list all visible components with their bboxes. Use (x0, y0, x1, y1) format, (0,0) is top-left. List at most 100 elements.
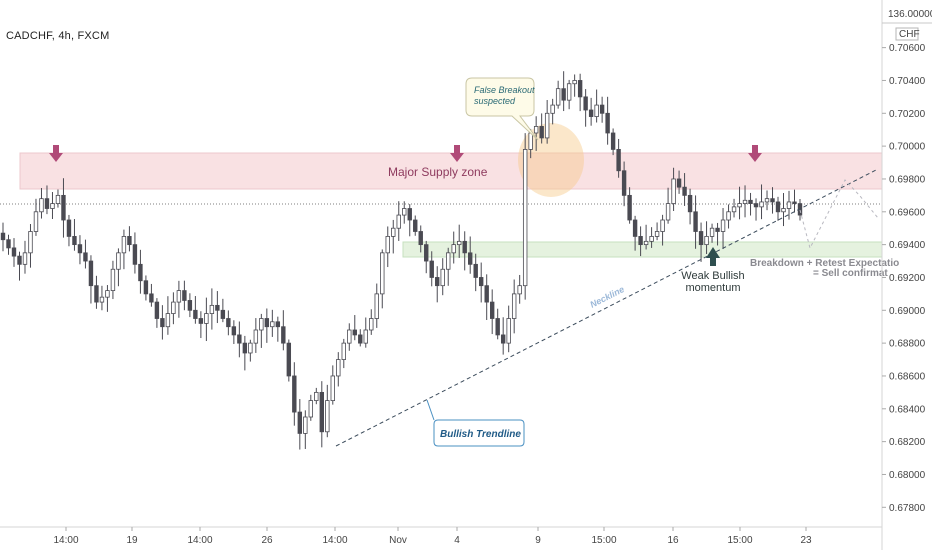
candle-bearish (132, 244, 138, 265)
candle-bullish (55, 194, 61, 204)
down-arrow-2 (450, 145, 464, 162)
candle-bearish (605, 112, 610, 134)
candle-bearish (17, 255, 22, 265)
candle-bearish (424, 244, 429, 262)
candle-bearish (6, 239, 11, 249)
candle-bearish (621, 170, 627, 196)
candle-bullish (347, 329, 352, 344)
candle-bullish (720, 219, 726, 232)
candle-bearish (687, 194, 693, 213)
candle-bullish (649, 236, 654, 242)
candle-bullish (303, 416, 308, 434)
candle-bearish (462, 240, 467, 254)
candle-bearish (753, 203, 759, 208)
candle-bullish (336, 359, 341, 377)
price-tick-label: 0.70200 (889, 109, 926, 120)
candle-bearish (297, 411, 303, 434)
candle-bullish (566, 83, 572, 101)
candle-bearish (539, 126, 544, 139)
candle-bearish (693, 211, 698, 232)
candle-bearish (473, 263, 478, 278)
candle-bullish (248, 342, 253, 354)
candle-bullish (165, 313, 171, 328)
candle-bearish (698, 231, 704, 246)
price-tick-label: 0.67800 (889, 503, 926, 514)
time-tick-label: 26 (261, 535, 273, 546)
candle-bearish (770, 198, 775, 203)
candle-bullish (764, 198, 770, 203)
price-tick-label: 0.68000 (889, 470, 926, 481)
candle-bullish (742, 199, 748, 204)
candle-bullish (363, 329, 368, 344)
candle-bullish (22, 252, 28, 265)
candle-bearish (154, 301, 160, 319)
weak-bullish-line1: Weak Bullish (681, 270, 744, 282)
candle-bearish (638, 236, 643, 246)
candle-bearish (231, 326, 237, 336)
candle-bearish (83, 252, 88, 262)
candle-bullish (39, 198, 44, 213)
candle-bullish (369, 318, 374, 331)
candle-bearish (198, 318, 204, 324)
candle-bearish (143, 280, 149, 295)
candle-bearish (682, 186, 687, 196)
candle-bullish (786, 201, 792, 209)
candle-bullish (391, 227, 396, 237)
candle-bullish (572, 80, 577, 85)
time-tick-label: 16 (667, 535, 679, 546)
candle-bearish (577, 80, 583, 98)
candle-bullish (704, 236, 709, 246)
time-axis: 14:00 19 14:00 26 14:00 Nov 4 9 15:00 16 15:00 23 (53, 527, 812, 546)
candle-bullish (402, 208, 407, 216)
candle-bearish (468, 252, 473, 265)
candle-bullish (209, 304, 215, 314)
candle-bearish (215, 304, 220, 311)
candle-bullish (374, 293, 379, 319)
candle-bullish (380, 252, 385, 295)
candle-bullish (99, 296, 105, 303)
time-tick-label: Nov (389, 535, 407, 546)
candle-bullish (28, 231, 33, 254)
time-tick-label: 19 (126, 535, 138, 546)
candle-bearish (489, 301, 495, 319)
candle-bullish (308, 400, 314, 418)
candle-bearish (599, 104, 605, 114)
candle-bullish (511, 293, 517, 319)
candle-bearish (500, 334, 506, 344)
candle-bearish (66, 219, 72, 237)
candle-bullish (259, 318, 264, 331)
candle-bullish (665, 203, 671, 221)
candle-bullish (121, 236, 127, 254)
candle-bullish (643, 240, 649, 246)
time-tick-label: 15:00 (591, 535, 616, 546)
candle-bearish (220, 309, 226, 319)
price-tick-label: 0.69000 (889, 306, 926, 317)
candle-bullish (204, 313, 209, 324)
breakdown-line2: = Sell confirmat (813, 268, 888, 279)
candle-bullish (594, 104, 599, 117)
candle-bearish (616, 149, 621, 172)
time-tick-label: 14:00 (53, 535, 78, 546)
price-tick-label: 0.69800 (889, 174, 926, 185)
price-tick-label: 0.69600 (889, 207, 926, 218)
time-tick-label: 14:00 (322, 535, 347, 546)
breakdown-line1: Breakdown + Retest Expectatio (750, 258, 899, 269)
candle-bearish (193, 309, 198, 319)
candle-bearish (149, 293, 154, 303)
candle-bearish (0, 232, 6, 241)
currency-badge[interactable]: CHF (899, 29, 920, 40)
candle-bearish (242, 342, 248, 354)
candle-bearish (676, 178, 682, 188)
time-tick-label: 9 (535, 535, 541, 546)
currency-badge-box[interactable] (895, 27, 919, 41)
candle-bearish (138, 263, 143, 282)
false-breakout-line2: suspected (474, 96, 516, 106)
candle-bullish (176, 290, 182, 303)
candle-bearish (478, 277, 484, 287)
false-breakout-line1: False Breakout (474, 85, 535, 95)
candle-bullish (555, 88, 561, 106)
supply-zone-label: Major Supply zone (388, 165, 488, 179)
candle-bullish (314, 391, 319, 401)
candle-bullish (731, 206, 737, 213)
candle-bearish (286, 342, 292, 377)
